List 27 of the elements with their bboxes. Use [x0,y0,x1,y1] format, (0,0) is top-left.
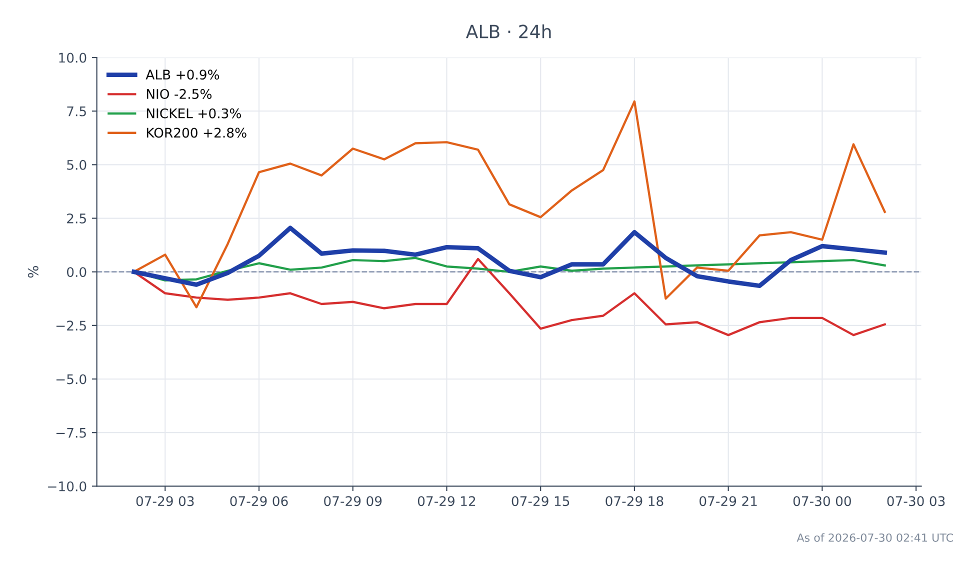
chart-title: ALB · 24h [466,24,551,38]
y-tick-label: −10.0 [48,481,86,492]
y-tick-label: 7.5 [67,106,86,116]
legend-label: NIO -2.5% [146,89,212,99]
x-tick-label: 07-29 15 [512,496,570,506]
y-tick-label: −2.5 [56,320,86,331]
y-tick-label: −7.5 [56,428,86,438]
legend-label: KOR200 +2.8% [146,128,246,138]
y-tick-label: 2.5 [67,213,86,224]
y-tick-label: −5.0 [56,374,86,384]
y-tick-label: 5.0 [67,160,86,170]
line-series [132,226,887,288]
legend-label: ALB +0.9% [146,70,220,80]
x-tick-label: 07-29 18 [606,496,664,506]
x-tick-label: 07-29 06 [230,496,288,506]
x-tick-label: 07-29 12 [418,496,476,506]
legend-label: NICKEL +0.3% [146,108,241,118]
y-tick-label: 0.0 [66,267,86,278]
y-tick-label: 10.0 [59,52,86,63]
text: As of 2026-07-30 02:41 UTC [796,533,953,542]
x-tick-label: 07-29 09 [324,496,382,506]
line-series [132,100,886,308]
x-tick-label: 07-29 21 [700,496,757,506]
x-tick-label: 07-29 03 [136,496,194,506]
y-axis-title: % [28,266,38,278]
x-tick-label: 07-30 03 [887,496,945,506]
x-tick-label: 07-30 00 [793,496,851,506]
